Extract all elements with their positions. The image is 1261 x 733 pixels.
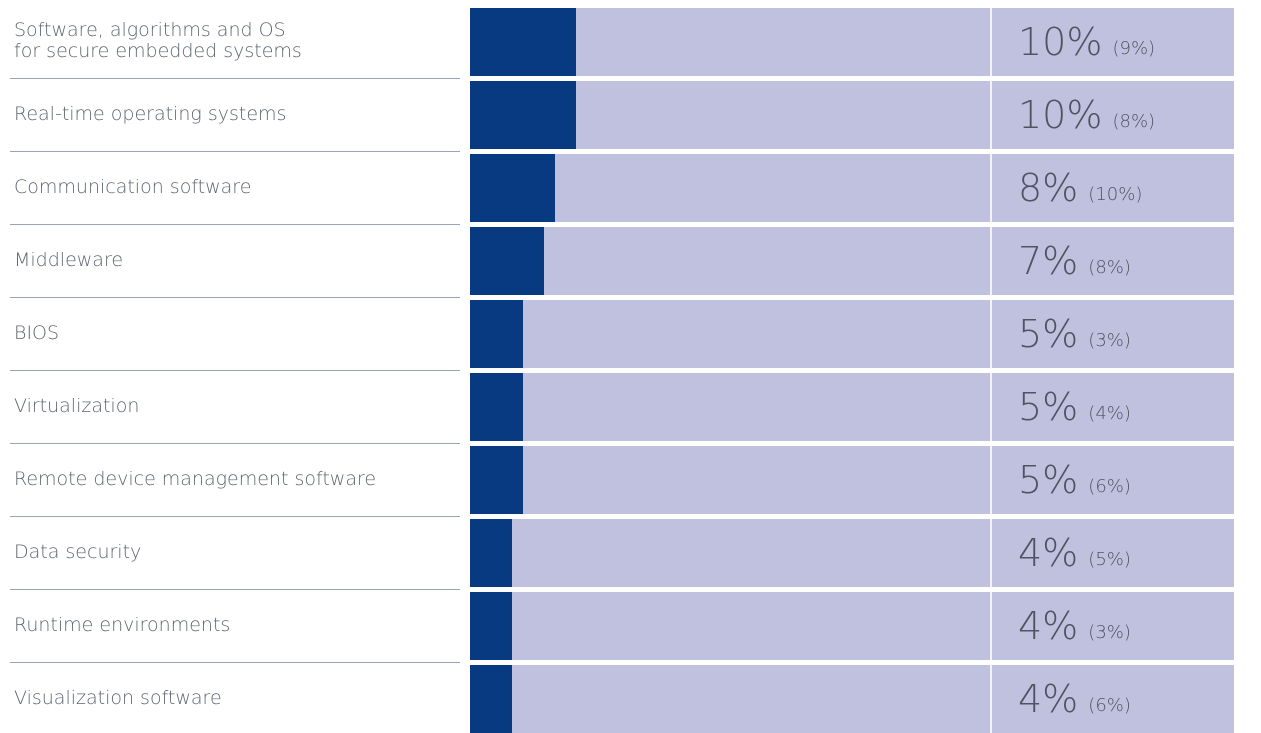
bar xyxy=(470,8,576,76)
bar-row: Data security 4% (5%) xyxy=(0,517,1261,590)
data-label: 4% xyxy=(1018,677,1079,721)
previous-year-label: (10%) xyxy=(1088,183,1143,205)
category-label: Virtualization xyxy=(14,394,140,417)
data-label: 4% xyxy=(1018,531,1079,575)
data-label: 5% xyxy=(1018,458,1079,502)
category-label: Communication software xyxy=(14,175,252,198)
category-label: Data security xyxy=(14,540,142,563)
data-label: 4% xyxy=(1018,604,1079,648)
value-guide-line xyxy=(990,227,992,295)
bar-row: Communication software 8% (10%) xyxy=(0,152,1261,225)
row-divider xyxy=(10,589,460,590)
bar xyxy=(470,227,545,295)
data-label: 8% xyxy=(1018,166,1079,210)
value-label: 8% (10%) xyxy=(1018,154,1142,222)
bar-row: Middleware 7% (8%) xyxy=(0,225,1261,298)
previous-year-label: (9%) xyxy=(1112,37,1156,59)
value-guide-line xyxy=(990,8,992,76)
data-label: 10% xyxy=(1018,20,1103,64)
bar-track: 7% (8%) xyxy=(470,227,1234,295)
value-guide-line xyxy=(990,373,992,441)
value-guide-line xyxy=(990,300,992,368)
value-label: 5% (4%) xyxy=(1018,373,1131,441)
value-label: 10% (9%) xyxy=(1018,8,1155,76)
row-divider xyxy=(10,224,460,225)
bar-track: 4% (5%) xyxy=(470,519,1234,587)
data-label: 10% xyxy=(1018,93,1103,137)
row-divider xyxy=(10,151,460,152)
data-label: 5% xyxy=(1018,385,1079,429)
category-label: Real-time operating systems xyxy=(14,102,287,125)
bar xyxy=(470,154,555,222)
row-divider xyxy=(10,443,460,444)
previous-year-label: (5%) xyxy=(1088,548,1131,570)
previous-year-label: (6%) xyxy=(1088,694,1131,716)
category-label: Remote device management software xyxy=(14,467,377,490)
bar-track: 10% (8%) xyxy=(470,81,1234,149)
row-divider xyxy=(10,370,460,371)
bar-row: Visualization software 4% (6%) xyxy=(0,663,1261,733)
previous-year-label: (4%) xyxy=(1088,402,1131,424)
previous-year-label: (8%) xyxy=(1088,256,1131,278)
row-divider xyxy=(10,662,460,663)
bar-track: 5% (3%) xyxy=(470,300,1234,368)
bar xyxy=(470,665,513,733)
bar-row: Virtualization 5% (4%) xyxy=(0,371,1261,444)
row-divider xyxy=(10,78,460,79)
previous-year-label: (8%) xyxy=(1112,110,1156,132)
bar xyxy=(470,519,513,587)
bar-row: Runtime environments 4% (3%) xyxy=(0,590,1261,663)
category-label: Runtime environments xyxy=(14,613,231,636)
value-label: 7% (8%) xyxy=(1018,227,1131,295)
previous-year-label: (3%) xyxy=(1088,329,1131,351)
bar-track: 5% (6%) xyxy=(470,446,1234,514)
row-divider xyxy=(10,516,460,517)
value-label: 4% (3%) xyxy=(1018,592,1131,660)
bar-row: Software, algorithms and OS for secure e… xyxy=(0,6,1261,79)
value-label: 5% (6%) xyxy=(1018,446,1131,514)
bar-row: BIOS 5% (3%) xyxy=(0,298,1261,371)
previous-year-label: (3%) xyxy=(1088,621,1131,643)
bar xyxy=(470,373,523,441)
data-label: 5% xyxy=(1018,312,1079,356)
category-label: BIOS xyxy=(14,321,60,344)
value-label: 4% (5%) xyxy=(1018,519,1131,587)
value-label: 10% (8%) xyxy=(1018,81,1155,149)
bar-track: 10% (9%) xyxy=(470,8,1234,76)
bar-track: 8% (10%) xyxy=(470,154,1234,222)
row-divider xyxy=(10,297,460,298)
category-label: Visualization software xyxy=(14,686,222,709)
bar xyxy=(470,446,523,514)
category-label: Middleware xyxy=(14,248,124,271)
value-label: 4% (6%) xyxy=(1018,665,1131,733)
bar-track: 4% (6%) xyxy=(470,665,1234,733)
value-guide-line xyxy=(990,446,992,514)
bar-row: Remote device management software 5% (6%) xyxy=(0,444,1261,517)
bar-track: 4% (3%) xyxy=(470,592,1234,660)
data-label: 7% xyxy=(1018,239,1079,283)
bar-track: 5% (4%) xyxy=(470,373,1234,441)
value-guide-line xyxy=(990,519,992,587)
value-guide-line xyxy=(990,665,992,733)
bar xyxy=(470,300,523,368)
previous-year-label: (6%) xyxy=(1088,475,1131,497)
bar xyxy=(470,81,576,149)
value-guide-line xyxy=(990,81,992,149)
value-guide-line xyxy=(990,592,992,660)
value-label: 5% (3%) xyxy=(1018,300,1131,368)
bar xyxy=(470,592,513,660)
bar-row: Real-time operating systems 10% (8%) xyxy=(0,79,1261,152)
category-label: Software, algorithms and OS for secure e… xyxy=(14,19,302,62)
value-guide-line xyxy=(990,154,992,222)
